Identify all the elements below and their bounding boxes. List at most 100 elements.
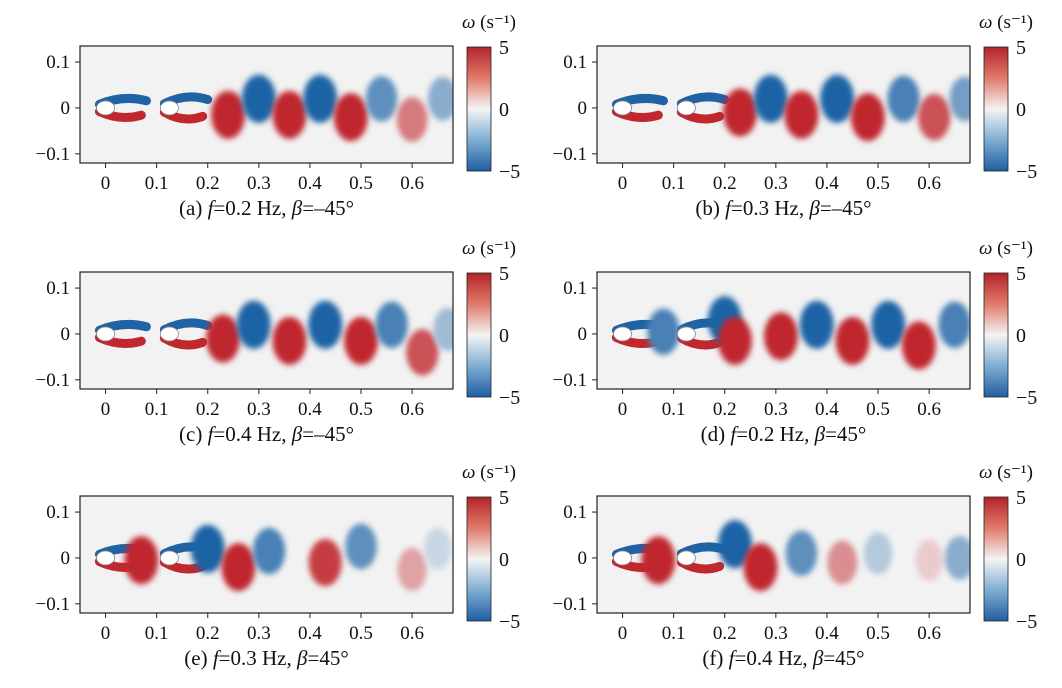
y-tick-label: 0 (61, 324, 71, 345)
vortex-negative (308, 300, 343, 349)
x-tick-label: 0.6 (917, 623, 941, 644)
colorbar: ω (s⁻¹) 5 0 −5 (462, 238, 520, 409)
x-tick-label: 0.5 (349, 173, 373, 194)
colorbar-title: ω (s⁻¹) (462, 12, 516, 33)
vortex-positive (915, 539, 943, 582)
cylinder-2 (677, 550, 696, 566)
colorbar-tick-label: −5 (1016, 611, 1037, 633)
colorbar-gradient (983, 496, 1009, 622)
panel-caption: (c) f=0.4 Hz, β=–45° (179, 422, 354, 446)
panel-caption: (b) f=0.3 Hz, β=–45° (695, 196, 871, 220)
vortex-positive (396, 97, 428, 142)
colorbar-tick-label: 0 (1016, 99, 1026, 121)
x-tick-label: 0.3 (247, 173, 271, 194)
colorbar-tick-label: 5 (1016, 37, 1026, 59)
colorbar-gradient (466, 496, 492, 622)
vortex-positive (308, 538, 342, 587)
x-tick-label: 0.5 (866, 623, 890, 644)
x-tick-label: 0.1 (145, 399, 169, 420)
vortex-negative (241, 74, 276, 123)
colorbar-tick-label: 5 (499, 37, 509, 59)
vortex-positive (827, 540, 858, 585)
x-tick-label: 0.3 (764, 623, 788, 644)
colorbar-title: ω (s⁻¹) (979, 238, 1033, 259)
vortex-positive (272, 316, 307, 365)
x-tick-label: 0.1 (145, 623, 169, 644)
panel-d: 0 0.1 0.2 0.3 0.4 0.5 0.6 0.1 0 −0.1 (d) f=0.2 Hz,… (553, 238, 1038, 446)
vortex-positive (221, 543, 256, 592)
vortex-negative (949, 76, 970, 122)
colorbar-tick-label: −5 (1016, 387, 1037, 409)
vortex-positive (206, 314, 241, 363)
y-tick-label: 0 (61, 98, 71, 119)
x-tick-label: 0.5 (349, 399, 373, 420)
x-tick-label: 0.2 (196, 173, 220, 194)
colorbar: ω (s⁻¹) 5 0 −5 (979, 462, 1037, 633)
colorbar: ω (s⁻¹) 5 0 −5 (979, 238, 1037, 409)
vortex-negative (303, 74, 338, 123)
x-tick-label: 0.4 (298, 399, 322, 420)
panel-caption: (d) f=0.2 Hz, β=45° (701, 422, 867, 446)
x-tick-label: 0.5 (866, 173, 890, 194)
x-tick-label: 0.3 (764, 173, 788, 194)
plot-frame (79, 271, 454, 390)
x-tick-label: 0 (101, 173, 111, 194)
x-tick-label: 0.1 (662, 399, 686, 420)
colorbar-title: ω (s⁻¹) (979, 462, 1033, 483)
vortex-negative (887, 75, 920, 122)
vortex-positive (406, 329, 439, 376)
x-tick-label: 0.2 (713, 173, 737, 194)
vortex-negative (252, 527, 286, 575)
vortex-negative (938, 301, 970, 348)
vortex-negative (753, 74, 788, 123)
vortex-positive (641, 536, 676, 585)
colorbar-tick-label: 5 (1016, 487, 1026, 509)
colorbar-tick-label: 5 (499, 487, 509, 509)
x-tick-label: 0.3 (247, 399, 271, 420)
colorbar: ω (s⁻¹) 5 0 −5 (462, 462, 520, 633)
colorbar-tick-label: 0 (499, 99, 509, 121)
x-tick-label: 0.4 (815, 623, 839, 644)
y-tick-label: 0 (578, 324, 588, 345)
colorbar-title: ω (s⁻¹) (979, 12, 1033, 33)
vortex-negative (345, 523, 377, 570)
plot-frame (596, 495, 971, 614)
cylinder-1 (613, 550, 632, 566)
y-tick-label: 0 (578, 98, 588, 119)
plot-frame (596, 45, 971, 164)
colorbar-gradient (466, 272, 492, 398)
vortex-negative (647, 308, 680, 355)
x-tick-label: 0.1 (145, 173, 169, 194)
colorbar-title: ω (s⁻¹) (462, 238, 516, 259)
panel-c: 0 0.1 0.2 0.3 0.4 0.5 0.6 0.1 0 −0.1 (c) f=0.4 Hz,… (36, 238, 521, 446)
vortex-negative (785, 530, 818, 577)
colorbar-tick-label: −5 (1016, 161, 1037, 183)
vortex-positive (272, 90, 307, 139)
x-tick-label: 0.4 (298, 623, 322, 644)
colorbar-gradient (983, 272, 1009, 398)
y-tick-label: 0.1 (46, 502, 70, 523)
x-tick-label: 0.2 (713, 623, 737, 644)
vortex-negative (863, 532, 893, 575)
x-tick-label: 0.3 (247, 623, 271, 644)
y-tick-label: −0.1 (553, 144, 587, 165)
vortex-negative (717, 520, 752, 569)
x-tick-label: 0.6 (917, 173, 941, 194)
y-tick-label: 0.1 (563, 502, 587, 523)
x-tick-label: 0.6 (400, 173, 424, 194)
x-tick-label: 0.5 (866, 399, 890, 420)
colorbar-gradient (466, 46, 492, 172)
vortex-negative (375, 301, 408, 348)
plot-frame (596, 271, 971, 390)
plot-frame (79, 495, 454, 614)
y-tick-label: −0.1 (553, 370, 587, 391)
panel-caption: (a) f=0.2 Hz, β=–45° (179, 196, 354, 220)
x-tick-label: 0 (101, 623, 111, 644)
y-tick-label: 0.1 (563, 52, 587, 73)
colorbar-title: ω (s⁻¹) (462, 462, 516, 483)
cylinder-1 (96, 550, 115, 566)
y-tick-label: 0 (578, 548, 588, 569)
vortex-negative (433, 307, 453, 351)
cylinder-1 (613, 100, 632, 116)
